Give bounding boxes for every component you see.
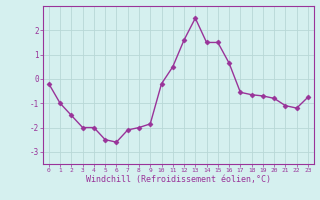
X-axis label: Windchill (Refroidissement éolien,°C): Windchill (Refroidissement éolien,°C) xyxy=(86,175,271,184)
